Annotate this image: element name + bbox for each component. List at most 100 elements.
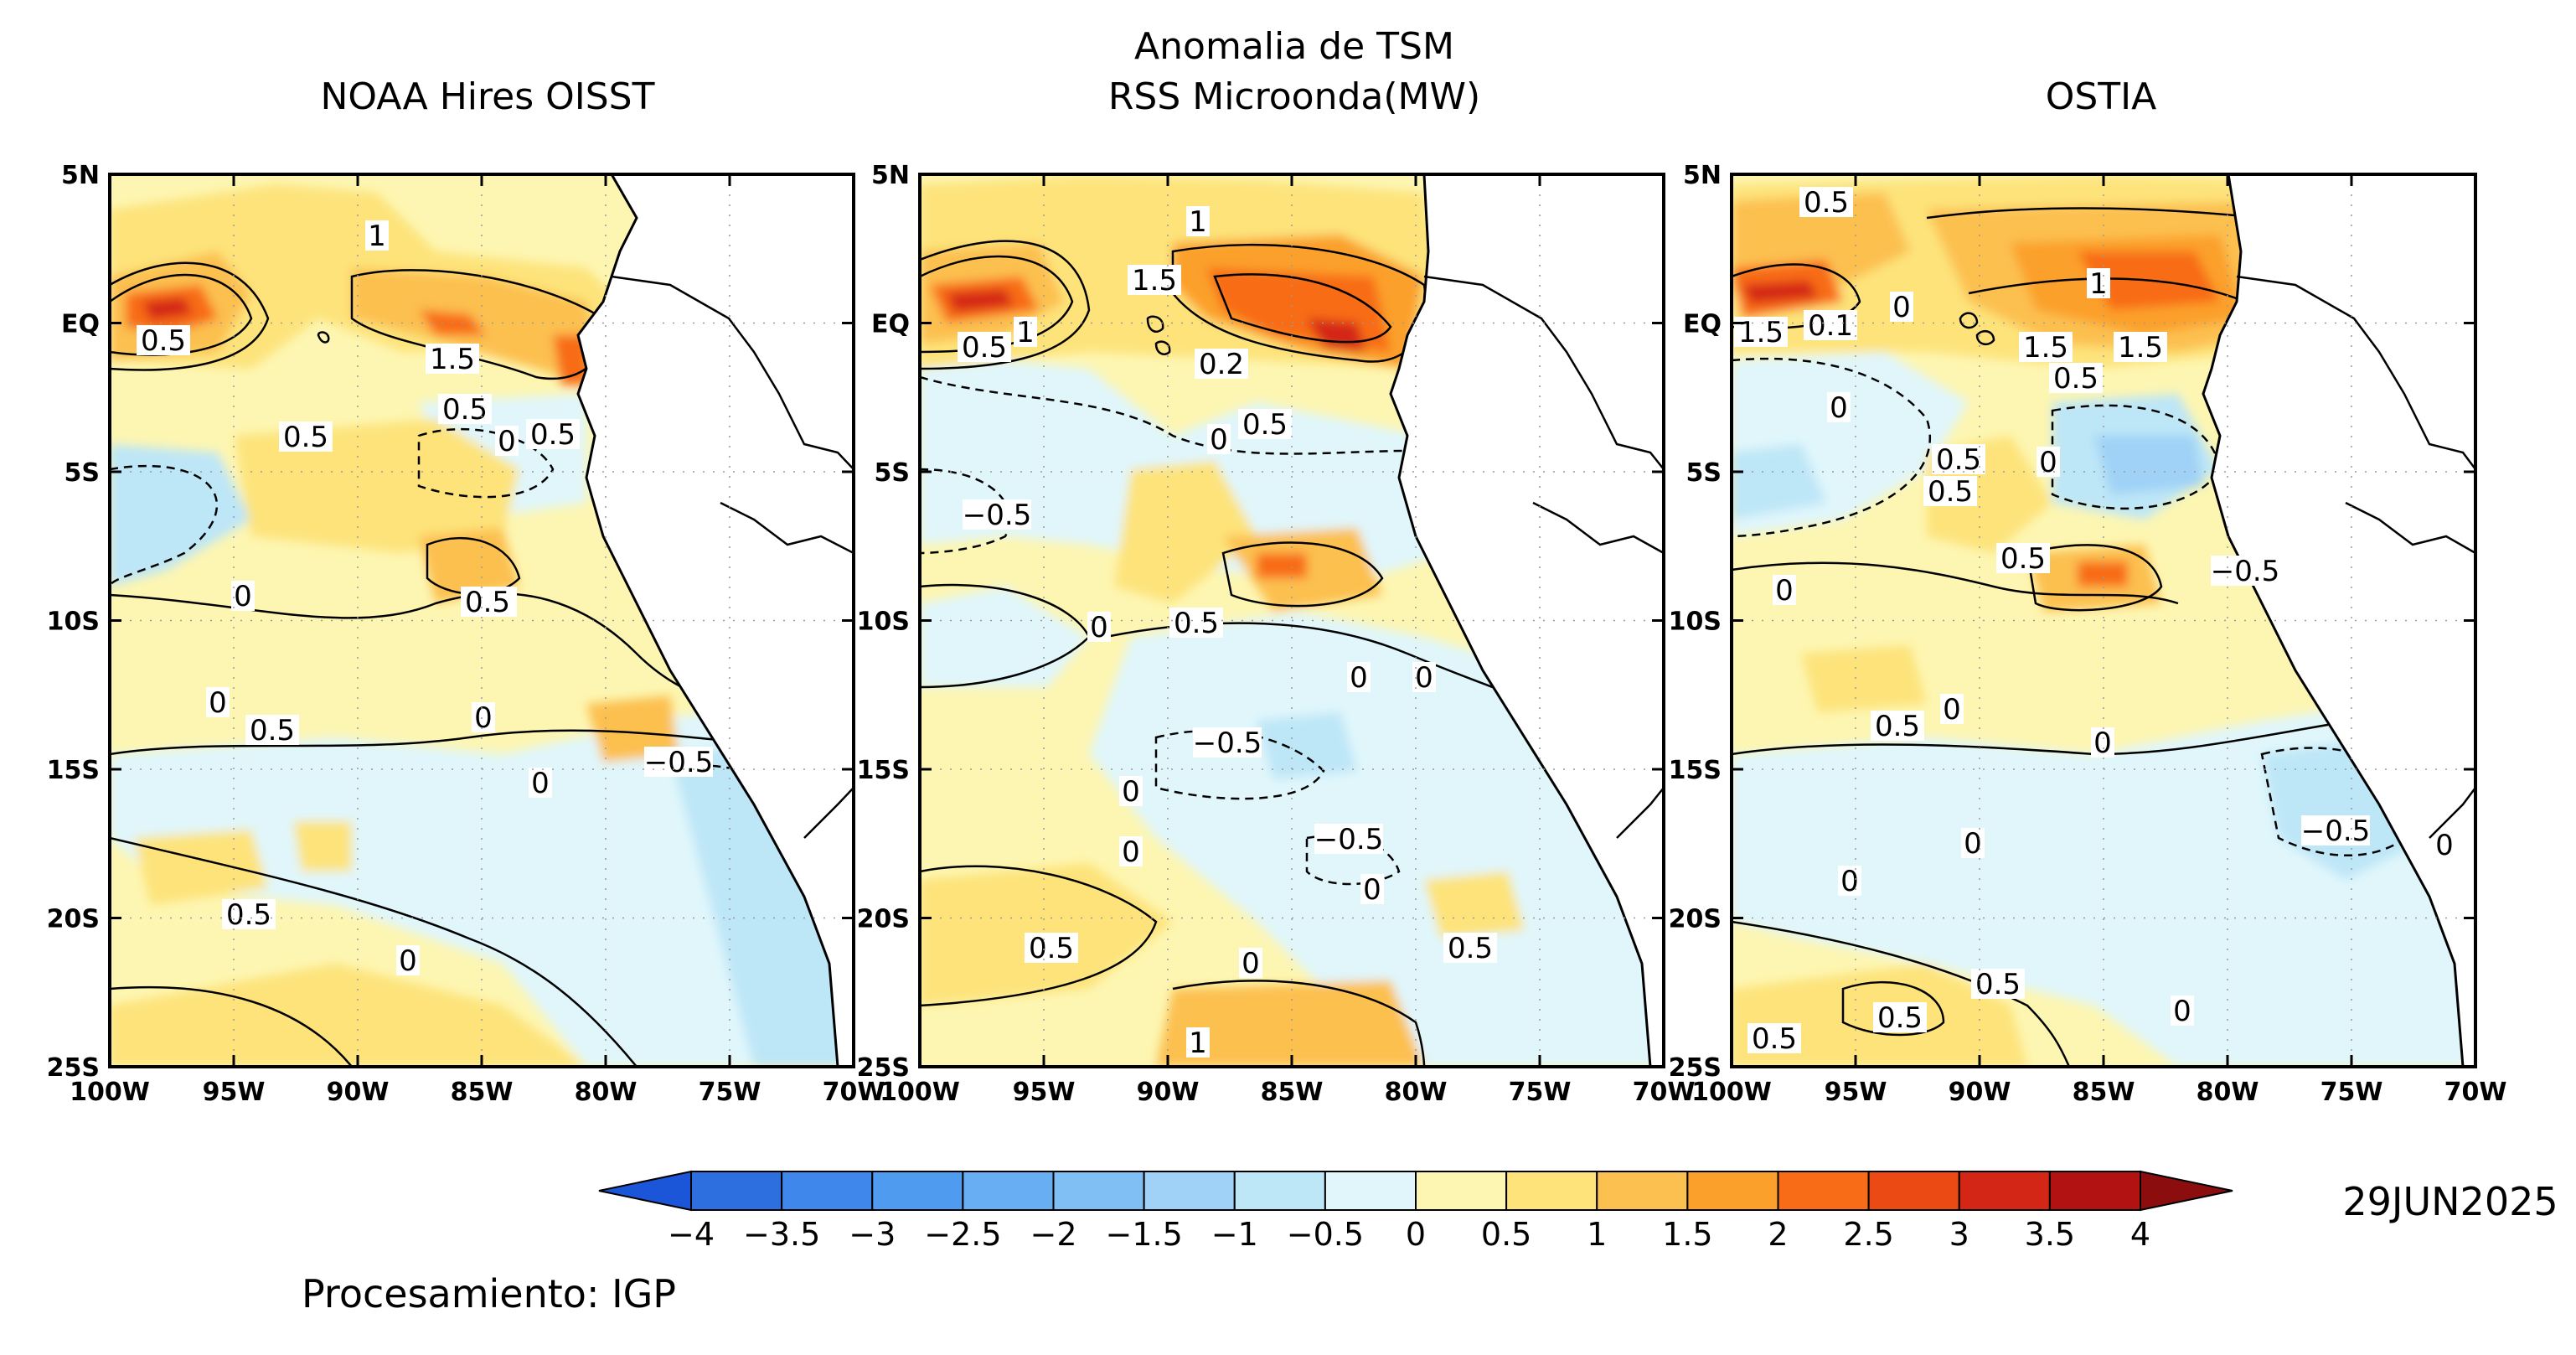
lat-label: 15S: [47, 756, 100, 785]
contour-label: 0.2: [1199, 348, 1244, 381]
contour-label-bg: [1890, 292, 1913, 322]
contour-label: 0.5: [2053, 362, 2098, 396]
contour-label: −0.5: [644, 746, 714, 779]
main-title: Anomalia de TSM: [1134, 25, 1454, 68]
contour-label: 0: [1242, 947, 1260, 980]
lat-label: EQ: [1683, 310, 1722, 339]
contour-label-bg: [365, 220, 389, 251]
contour-label: 0: [1892, 291, 1911, 324]
lat-label: 15S: [1669, 756, 1722, 785]
contour-label: −0.5: [1314, 823, 1384, 856]
contour-label-bg: [644, 747, 713, 777]
contour-labels: 1 1.5 0.5 1 0.2 0 0.5 −0.5 0 0.5 0 0 −0.5 0 0 −0.5 0 0.5 0…: [958, 205, 1497, 1060]
contour-label-bg: [1923, 476, 1977, 506]
colorbar-swatch: [1052, 1171, 1145, 1211]
contour-label-bg: [1443, 933, 1497, 963]
contour-labels: 10.51.50.50.500.50.500.500.500−0.50.50: [137, 220, 713, 978]
colorbar-label: −2: [1030, 1216, 1076, 1253]
contour-label: 0.5: [2000, 542, 2046, 576]
lon-label: 100W: [1691, 1078, 1772, 1107]
colorbar-high-arrow: [2140, 1170, 2233, 1212]
colorbar-swatch: [781, 1171, 874, 1211]
contour-label: 1.5: [1738, 316, 1784, 349]
contour-label: 1: [2089, 267, 2108, 301]
contour-label: 0.5: [1877, 1001, 1923, 1035]
lon-label: 95W: [1825, 1078, 1887, 1107]
colorbar-swatch: [1415, 1171, 1508, 1211]
contour-label: 0: [209, 686, 227, 720]
contour-label-bg: [1119, 776, 1143, 806]
contour-label-bg: [426, 344, 479, 374]
lat-label: 10S: [857, 608, 910, 637]
colorbar-label: −3.5: [743, 1216, 820, 1253]
contour-label-bg: [1314, 824, 1383, 854]
lat-label: 20S: [857, 905, 910, 934]
colorbar-low-arrow: [598, 1170, 692, 1212]
lon-label: 100W: [70, 1078, 150, 1107]
panel-title-ostia: OSTIA: [2046, 75, 2157, 118]
colorbar-label: 3.5: [2025, 1216, 2075, 1253]
contour-label-bg: [1169, 608, 1223, 638]
lat-label: EQ: [871, 310, 910, 339]
contour-label-bg: [2049, 363, 2103, 393]
contour-label: 0: [1090, 611, 1108, 644]
colorbar-label: 0: [1406, 1216, 1426, 1253]
colorbar-swatch: [1505, 1171, 1598, 1211]
lon-label: 70W: [2444, 1078, 2507, 1107]
contour-label: 0.5: [465, 586, 510, 619]
processing-credit: Procesamiento: IGP: [302, 1271, 676, 1316]
country-borders: [611, 275, 2476, 839]
contour-label: 1.5: [2118, 331, 2163, 365]
colorbar-label: −1.5: [1105, 1216, 1182, 1253]
colorbar-label: −0.5: [1287, 1216, 1364, 1253]
contour-label: 0: [1122, 835, 1140, 869]
contour-label: 1: [1189, 205, 1207, 239]
contour-label-bg: [245, 715, 299, 745]
contour-label-bg: [1773, 575, 1796, 605]
lat-label: 20S: [1669, 905, 1722, 934]
contour-label: 0.5: [1752, 1022, 1797, 1056]
contour-label-bg: [2087, 268, 2110, 298]
contour-label-bg: [1186, 206, 1210, 236]
lon-label: 85W: [2073, 1078, 2135, 1107]
contour-label: 0: [2039, 446, 2057, 479]
contour-label: 0: [1830, 391, 1848, 425]
lat-label: 10S: [1669, 608, 1722, 637]
colorbar-swatch: [1324, 1171, 1417, 1211]
contour-label-bg: [2037, 447, 2060, 477]
contour-label: 0: [1415, 661, 1433, 695]
map-panel-rss: 1 1.5 0.5 1 0.2 0 0.5 −0.5 0 0.5 0 0 −0.5 0 0 −0.5 0 0.5 0…: [920, 173, 1665, 1068]
lat-label: 25S: [857, 1053, 910, 1083]
contour-label-bg: [1087, 612, 1111, 642]
contour-label-bg: [1940, 694, 1964, 724]
date-label: 29JUN2025: [2342, 1179, 2558, 1224]
contour-label-bg: [1238, 409, 1292, 439]
lat-label: 5S: [1686, 458, 1722, 488]
colorbar-swatch: [1686, 1171, 1779, 1211]
lat-label: 5N: [1683, 161, 1722, 190]
contour-label-bg: [1193, 727, 1262, 758]
contour-label: 0.5: [962, 331, 1007, 365]
contour-label-bg: [1128, 265, 1181, 295]
contour-label-bg: [2433, 830, 2456, 860]
contour-label: 0: [1840, 865, 1859, 898]
contour-label: 0: [2435, 829, 2454, 862]
contour-label: 0: [1943, 693, 1961, 727]
lon-label: 80W: [575, 1078, 638, 1107]
contour-label-bg: [1025, 933, 1078, 963]
colorbar-swatch: [1143, 1171, 1236, 1211]
contour-label: −0.5: [963, 499, 1032, 532]
lat-label: 5S: [65, 458, 100, 488]
lon-label: 100W: [880, 1078, 960, 1107]
contour-label: 1: [1189, 1027, 1207, 1060]
panel-title-noaa: NOAA Hires OISST: [321, 75, 655, 118]
colorbar-swatch: [1958, 1171, 2051, 1211]
contour-label-bg: [963, 499, 1031, 530]
lat-label: 20S: [47, 905, 100, 934]
contour-label-bg: [1360, 874, 1384, 904]
colorbar-swatch: [962, 1171, 1055, 1211]
south-america-landmass: [576, 173, 855, 1068]
contour-label-bg: [1971, 969, 2025, 999]
contour-label-bg: [1838, 866, 1861, 896]
